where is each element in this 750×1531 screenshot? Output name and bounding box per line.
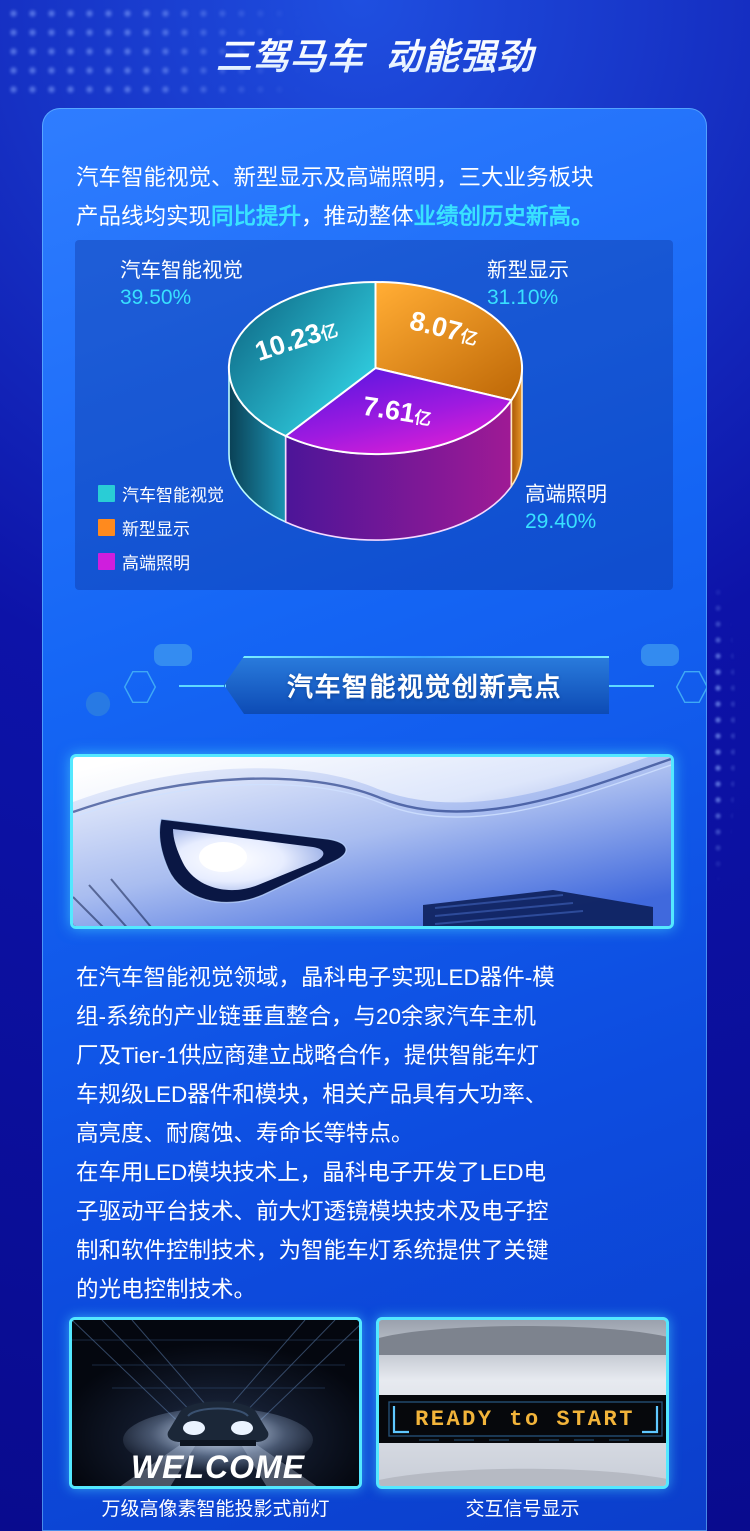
svg-text:WELCOME: WELCOME xyxy=(131,1449,306,1485)
svg-text:READY to START: READY to START xyxy=(415,1407,635,1432)
